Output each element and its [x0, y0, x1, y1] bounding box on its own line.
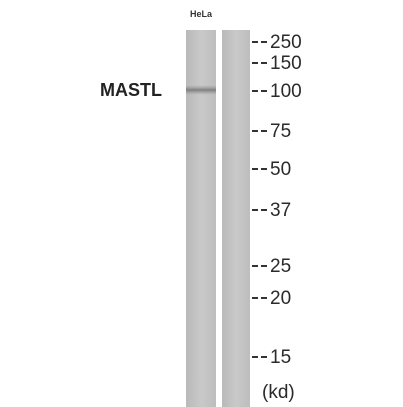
- marker-label: 75: [270, 121, 291, 142]
- unit-label: (kd): [262, 382, 295, 403]
- marker-label: 250: [270, 32, 302, 53]
- marker-label: 50: [270, 159, 291, 180]
- marker-label: 150: [270, 53, 302, 74]
- marker-label: 15: [270, 347, 291, 368]
- marker-label: 25: [270, 256, 291, 277]
- protein-label: MASTL: [100, 80, 162, 100]
- marker-label: 37: [270, 200, 291, 221]
- lane: [222, 30, 250, 407]
- marker-label: 100: [270, 81, 302, 102]
- marker-label: 20: [270, 288, 291, 309]
- western-blot: HeLa MASTL 250150 100 75 50 37 25 20 15 (kd): [0, 0, 403, 407]
- band: [186, 85, 216, 95]
- lane-label: HeLa: [190, 9, 213, 19]
- page: HeLa MASTL 250150100755037252015(kd) (()…: [0, 0, 403, 407]
